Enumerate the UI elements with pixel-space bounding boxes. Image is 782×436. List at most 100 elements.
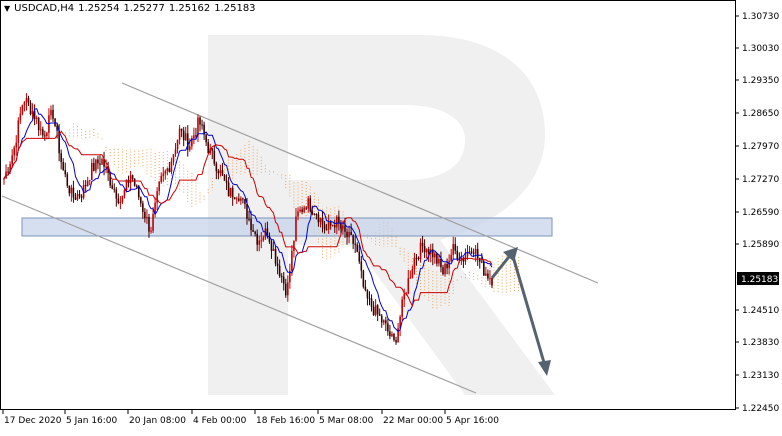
- current-price-marker: 1.25183: [737, 272, 779, 285]
- candle-body: [362, 270, 365, 287]
- candle-body: [250, 218, 252, 231]
- candle-body: [97, 159, 99, 164]
- symbol-name: USDCAD,H4: [14, 3, 75, 14]
- candle-body: [199, 117, 201, 125]
- candle-body: [105, 166, 107, 168]
- candle-body: [423, 246, 426, 253]
- candle-body: [338, 216, 340, 224]
- candle-body: [348, 231, 350, 238]
- candle-body: [287, 282, 289, 296]
- candle-body: [21, 105, 24, 114]
- candle-body: [382, 320, 385, 323]
- candle-body: [295, 216, 297, 241]
- candle-body: [148, 216, 150, 232]
- candle-body: [213, 150, 216, 164]
- price-axis[interactable]: 1.30730 1.30030 1.29350 1.28650 1.27970 1.272…: [735, 12, 779, 414]
- candle-body: [472, 252, 475, 254]
- candle-body: [456, 250, 459, 260]
- candle-body: [211, 148, 214, 151]
- candle-body: [125, 179, 128, 191]
- candle-body: [460, 257, 463, 261]
- candle-body: [303, 207, 305, 212]
- candle-body: [58, 130, 60, 154]
- candle-body: [331, 225, 334, 227]
- candle-body: [291, 250, 293, 271]
- candle-body: [156, 191, 158, 203]
- candle-body: [366, 290, 369, 299]
- candle-body: [254, 231, 256, 234]
- candle-body: [33, 111, 36, 120]
- time-tick-label: 4 Feb 00:00: [193, 416, 247, 426]
- candle-body: [344, 225, 346, 232]
- candle-body: [282, 276, 285, 284]
- candle-body: [215, 163, 218, 172]
- candle-body: [246, 203, 248, 219]
- price-tick-label: 1.25890: [742, 240, 779, 250]
- candle-body: [399, 316, 401, 329]
- candle-body: [121, 195, 124, 202]
- candle-body: [231, 187, 234, 198]
- candle-body: [176, 139, 179, 150]
- forecast-arrow: [490, 247, 551, 376]
- candle-body: [88, 179, 91, 182]
- candle-body: [111, 185, 114, 189]
- candle-body: [299, 209, 301, 212]
- candle-body: [90, 162, 93, 180]
- candle-body: [323, 224, 326, 230]
- candle-body: [76, 194, 79, 200]
- candle-body: [342, 225, 344, 229]
- candle-body: [140, 197, 142, 204]
- candle-body: [462, 257, 465, 262]
- candle-body: [191, 138, 193, 147]
- candle-body: [137, 185, 140, 198]
- candle-body: [180, 128, 183, 131]
- watermark-logo: [208, 35, 555, 395]
- candle-body: [142, 203, 144, 212]
- candle-body: [358, 251, 361, 262]
- candle-body: [374, 305, 377, 316]
- candle-body: [380, 315, 383, 323]
- candle-body: [60, 153, 62, 162]
- candle-body: [446, 263, 448, 269]
- candle-body: [434, 253, 436, 258]
- time-axis[interactable]: 17 Dec 2020 5 Jan 16:00 20 Jan 08:00 4 Feb …: [2, 409, 499, 426]
- candle-body: [376, 305, 379, 315]
- candle-body: [9, 164, 11, 172]
- candle-body: [305, 207, 307, 209]
- candle-body: [450, 254, 452, 261]
- candle-body: [319, 218, 322, 223]
- candle-body: [240, 198, 242, 201]
- candle-body: [133, 178, 136, 186]
- candle-body: [248, 218, 250, 220]
- time-tick-label: 22 Mar 00:00: [383, 416, 443, 426]
- candle-body: [72, 187, 75, 198]
- candle-body: [44, 135, 46, 137]
- candle-body: [368, 298, 371, 300]
- candle-body: [131, 175, 134, 179]
- candle-body: [68, 185, 71, 194]
- candle-body: [313, 213, 316, 215]
- candle-body: [154, 202, 156, 214]
- candle-body: [41, 129, 44, 136]
- candle-body: [101, 158, 103, 165]
- candle-body: [397, 328, 399, 343]
- descending-channel: [1, 82, 599, 394]
- candle-body: [227, 182, 230, 197]
- candle-body: [197, 117, 199, 136]
- candle-body: [186, 133, 189, 150]
- high-price: 1.25277: [123, 3, 165, 14]
- candle-body: [170, 161, 173, 172]
- candle-body: [485, 273, 487, 276]
- candle-body: [99, 163, 101, 165]
- candle-body: [46, 132, 48, 137]
- candle-body: [346, 231, 348, 238]
- candle-body: [184, 133, 187, 141]
- candle-body: [260, 240, 263, 242]
- triangle-down-icon[interactable]: ▼: [4, 4, 11, 13]
- candle-body: [417, 257, 420, 260]
- candle-body: [350, 231, 352, 236]
- candle-body: [23, 102, 26, 106]
- candle-body: [117, 198, 120, 204]
